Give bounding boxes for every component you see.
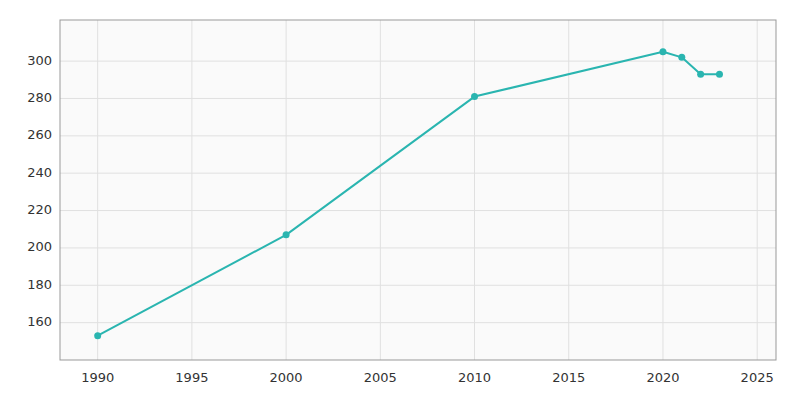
y-tick-label: 260: [27, 127, 52, 142]
grid-line-y: [60, 285, 776, 286]
grid-line-y: [60, 61, 776, 62]
y-tick-label: 240: [27, 165, 52, 180]
grid-line-x: [757, 20, 758, 360]
marker: [678, 54, 685, 61]
chart-container: 1990 1995 2000 2005 2010 2015 2020 2025 160 180 20…: [0, 0, 800, 400]
marker: [697, 71, 704, 78]
grid-line-y: [60, 322, 776, 323]
y-tick-label: 220: [27, 202, 52, 217]
grid-line-x: [568, 20, 569, 360]
y-tick-label: 180: [27, 277, 52, 292]
grid-line-x: [97, 20, 98, 360]
plot-area: [60, 20, 776, 360]
grid-line-x: [662, 20, 663, 360]
grid-line-y: [60, 135, 776, 136]
x-tick-label: 2005: [364, 370, 397, 385]
chart: 1990 1995 2000 2005 2010 2015 2020 2025 160 180 20…: [0, 0, 800, 400]
y-tick-label: 300: [27, 53, 52, 68]
grid-line-x: [380, 20, 381, 360]
series: [94, 48, 723, 339]
marker: [94, 332, 101, 339]
plot-frame: [60, 20, 776, 360]
marker: [283, 231, 290, 238]
x-tick-label: 2020: [646, 370, 679, 385]
x-tick-label: 2025: [741, 370, 774, 385]
x-tick-label: 2015: [552, 370, 585, 385]
grid-line-y: [60, 247, 776, 248]
line: [98, 52, 720, 336]
grid-line-x: [191, 20, 192, 360]
y-tick-label: 280: [27, 90, 52, 105]
grid-line-x: [474, 20, 475, 360]
y-tick-label: 160: [27, 314, 52, 329]
marker: [659, 48, 666, 55]
grid-line-x: [286, 20, 287, 360]
marker: [471, 93, 478, 100]
x-tick-label: 1995: [175, 370, 208, 385]
grid-line-y: [60, 98, 776, 99]
tick-labels: 1990 1995 2000 2005 2010 2015 2020 2025 160 180 20…: [27, 53, 774, 385]
y-tick-label: 200: [27, 239, 52, 254]
grid-line-y: [60, 173, 776, 174]
marker: [716, 71, 723, 78]
grid: [60, 20, 776, 360]
x-tick-label: 1990: [81, 370, 114, 385]
grid-line-y: [60, 210, 776, 211]
x-tick-label: 2000: [270, 370, 303, 385]
x-tick-label: 2010: [458, 370, 491, 385]
